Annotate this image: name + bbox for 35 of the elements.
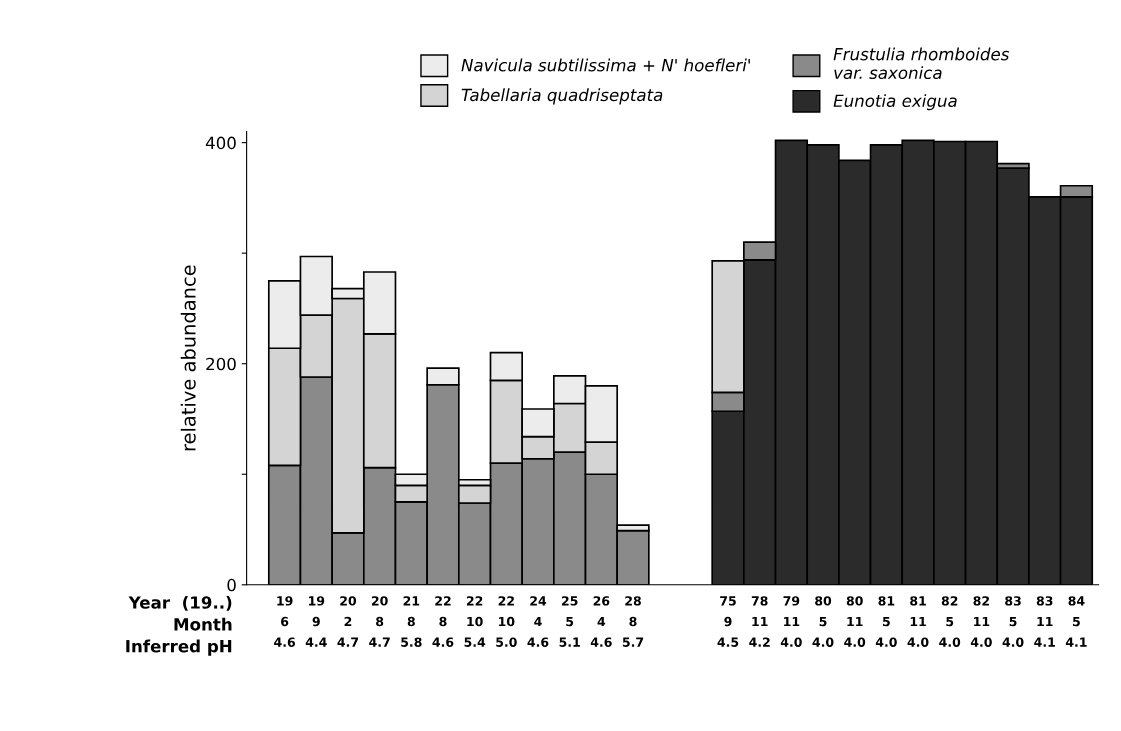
x-tick-label: 22 10 5.4 bbox=[464, 596, 486, 647]
x-tick-label: 83 5 4.0 bbox=[1002, 596, 1024, 647]
text: Month bbox=[174, 617, 232, 631]
x-tick-label: 26 4 4.6 bbox=[590, 596, 612, 647]
x-tick-label: 21 8 5.8 bbox=[401, 596, 422, 647]
x-tick-label: 84 5 4.1 bbox=[1065, 596, 1087, 647]
x-tick-label: 81 5 4.0 bbox=[875, 596, 897, 647]
y-tick-label: 200 bbox=[206, 357, 236, 371]
y-tick-label: 0 bbox=[227, 578, 236, 592]
x-tick-label: 75 9 4.5 bbox=[717, 596, 739, 647]
legend-label: Frustulia rhomboides var. saxonica bbox=[833, 47, 1010, 80]
x-tick-label: 78 11 4.2 bbox=[749, 596, 770, 647]
x-tick-label: 25 5 5.1 bbox=[559, 596, 580, 647]
text: Inferred pH bbox=[126, 639, 232, 656]
x-tick-label: 80 5 4.0 bbox=[812, 596, 834, 647]
x-tick-label: 82 11 4.0 bbox=[970, 596, 992, 647]
x-tick-label: 22 8 4.6 bbox=[432, 596, 454, 647]
x-tick-label: 80 11 4.0 bbox=[844, 596, 866, 647]
x-tick-label: 19 9 4.4 bbox=[305, 596, 327, 647]
x-tick-label: 19 6 4.6 bbox=[274, 596, 296, 647]
x-tick-label: 79 11 4.0 bbox=[780, 596, 802, 647]
x-tick-label: 24 4 4.6 bbox=[527, 596, 549, 647]
x-tick-label: 82 5 4.0 bbox=[939, 596, 961, 647]
legend-label: Navicula subtilissima + N' hoefleri' bbox=[461, 58, 750, 72]
x-tick-label: 20 8 4.7 bbox=[369, 596, 390, 647]
x-tick-label: 81 11 4.0 bbox=[907, 596, 929, 647]
legend-label: Eunotia exigua bbox=[833, 94, 957, 111]
y-tick-label: 400 bbox=[205, 136, 236, 150]
text: Year (19..) bbox=[128, 595, 232, 611]
y-axis-title: relative abundance bbox=[180, 265, 196, 451]
x-tick-label: 83 11 4.1 bbox=[1034, 596, 1055, 647]
x-tick-label: 20 2 4.7 bbox=[337, 596, 359, 647]
x-tick-label: 22 10 5.0 bbox=[496, 596, 517, 647]
x-tick-label: 28 8 5.7 bbox=[622, 596, 644, 647]
legend-label: Tabellaria quadriseptata bbox=[461, 88, 663, 105]
